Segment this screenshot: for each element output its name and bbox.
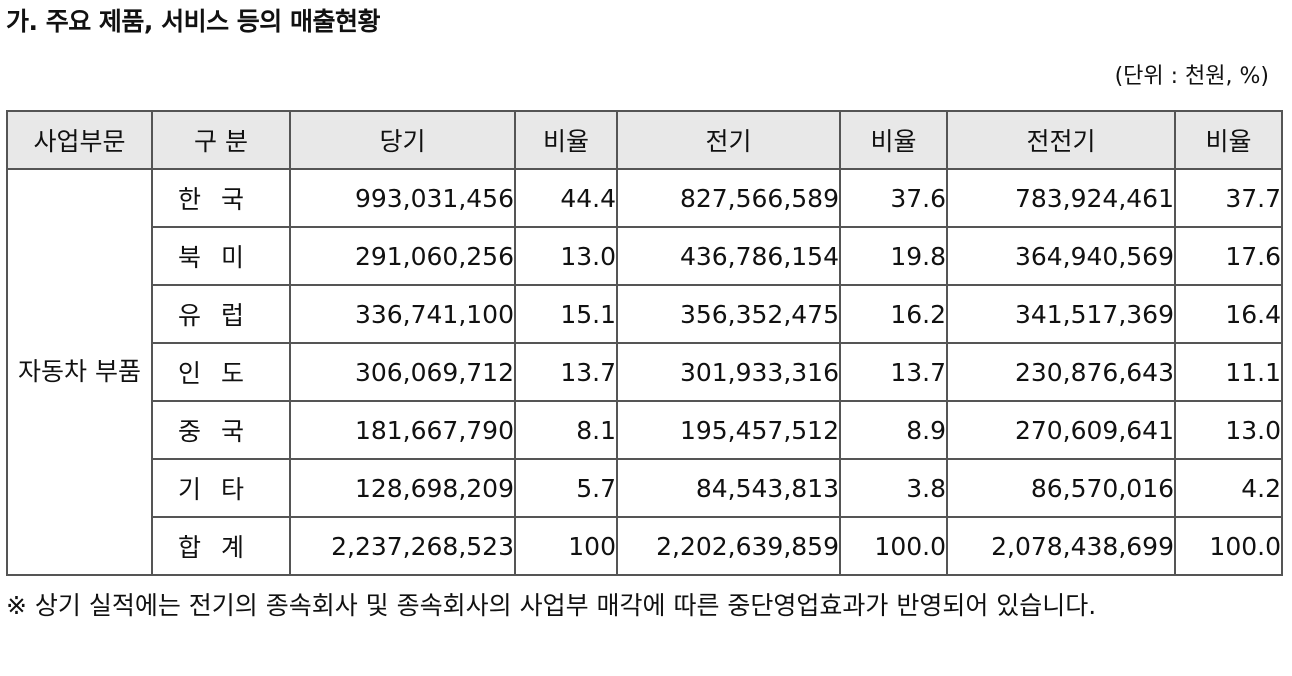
prior-cell: 84,543,813 bbox=[616, 458, 841, 518]
prior2-ratio-cell: 17.6 bbox=[1174, 226, 1283, 286]
prior-ratio-cell: 100.0 bbox=[839, 516, 948, 576]
current-cell: 128,698,209 bbox=[289, 458, 516, 518]
prior2-cell: 341,517,369 bbox=[946, 284, 1176, 344]
prior2-cell: 783,924,461 bbox=[946, 168, 1176, 228]
prior2-cell: 86,570,016 bbox=[946, 458, 1176, 518]
col-header-segment: 사업부문 bbox=[6, 110, 153, 170]
region-cell: 기타 bbox=[151, 458, 291, 518]
prior-ratio-cell: 37.6 bbox=[839, 168, 948, 228]
prior2-cell: 364,940,569 bbox=[946, 226, 1176, 286]
prior2-ratio-cell: 100.0 bbox=[1174, 516, 1283, 576]
prior-cell: 436,786,154 bbox=[616, 226, 841, 286]
region-cell: 북미 bbox=[151, 226, 291, 286]
current-cell: 306,069,712 bbox=[289, 342, 516, 402]
prior2-cell: 270,609,641 bbox=[946, 400, 1176, 460]
prior-cell: 827,566,589 bbox=[616, 168, 841, 228]
current-cell: 181,667,790 bbox=[289, 400, 516, 460]
unit-note: (단위 : 천원, %) bbox=[1114, 64, 1269, 89]
segment-cell: 자동차 부품 bbox=[6, 168, 153, 576]
section-heading: 가. 주요 제품, 서비스 등의 매출현황 bbox=[6, 7, 381, 36]
prior-ratio-cell: 13.7 bbox=[839, 342, 948, 402]
table-row: 자동차 부품 한국 993,031,456 44.4 827,566,589 37.6 78… bbox=[6, 168, 1283, 576]
col-header-current: 당기 bbox=[289, 110, 516, 170]
region-cell: 한국 bbox=[151, 168, 291, 228]
current-ratio-cell: 5.7 bbox=[514, 458, 618, 518]
region-cell: 유럽 bbox=[151, 284, 291, 344]
current-cell: 336,741,100 bbox=[289, 284, 516, 344]
header-row: 사업부문 구 분 당기 비율 전기 비율 전전기 비율 bbox=[6, 110, 1283, 170]
prior-cell: 356,352,475 bbox=[616, 284, 841, 344]
table-row: 유럽 336,741,100 15.1 356,352,475 16.2 341,517,… bbox=[7, 284, 1283, 344]
sales-table: 사업부문 구 분 당기 비율 전기 비율 전전기 비율 자동차 부품 한국 993,… bbox=[6, 110, 1283, 576]
prior2-ratio-cell: 37.7 bbox=[1174, 168, 1283, 228]
prior2-ratio-cell: 11.1 bbox=[1174, 342, 1283, 402]
col-header-prior2: 전전기 bbox=[946, 110, 1176, 170]
table-row: 중국 181,667,790 8.1 195,457,512 8.9 270,609,64… bbox=[7, 400, 1283, 460]
current-ratio-cell: 13.7 bbox=[514, 342, 618, 402]
prior2-cell: 230,876,643 bbox=[946, 342, 1176, 402]
prior2-cell: 2,078,438,699 bbox=[946, 516, 1176, 576]
current-ratio-cell: 100 bbox=[514, 516, 618, 576]
region-cell: 중국 bbox=[151, 400, 291, 460]
current-ratio-cell: 44.4 bbox=[514, 168, 618, 228]
prior2-ratio-cell: 13.0 bbox=[1174, 400, 1283, 460]
table-row: 합계 2,237,268,523 100 2,202,639,859 100.0 2,07… bbox=[7, 516, 1283, 576]
col-header-prior2-ratio: 비율 bbox=[1174, 110, 1283, 170]
prior-cell: 301,933,316 bbox=[616, 342, 841, 402]
col-header-prior-ratio: 비율 bbox=[839, 110, 948, 170]
table-row: 기타 128,698,209 5.7 84,543,813 3.8 86,570,016 4… bbox=[7, 458, 1283, 518]
prior-cell: 2,202,639,859 bbox=[616, 516, 841, 576]
table-row: 북미 291,060,256 13.0 436,786,154 19.8 364,940,… bbox=[7, 226, 1283, 286]
col-header-category: 구 분 bbox=[151, 110, 291, 170]
prior2-ratio-cell: 16.4 bbox=[1174, 284, 1283, 344]
current-ratio-cell: 15.1 bbox=[514, 284, 618, 344]
prior-cell: 195,457,512 bbox=[616, 400, 841, 460]
col-header-prior: 전기 bbox=[616, 110, 841, 170]
prior-ratio-cell: 3.8 bbox=[839, 458, 948, 518]
prior-ratio-cell: 19.8 bbox=[839, 226, 948, 286]
region-cell: 합계 bbox=[151, 516, 291, 576]
table-row: 인도 306,069,712 13.7 301,933,316 13.7 230,876,… bbox=[7, 342, 1283, 402]
footnote: ※ 상기 실적에는 전기의 종속회사 및 종속회사의 사업부 매각에 따른 중단… bbox=[6, 591, 1097, 620]
col-header-current-ratio: 비율 bbox=[514, 110, 618, 170]
current-cell: 291,060,256 bbox=[289, 226, 516, 286]
region-cell: 인도 bbox=[151, 342, 291, 402]
current-cell: 993,031,456 bbox=[289, 168, 516, 228]
prior-ratio-cell: 8.9 bbox=[839, 400, 948, 460]
prior-ratio-cell: 16.2 bbox=[839, 284, 948, 344]
prior2-ratio-cell: 4.2 bbox=[1174, 458, 1283, 518]
current-ratio-cell: 8.1 bbox=[514, 400, 618, 460]
current-ratio-cell: 13.0 bbox=[514, 226, 618, 286]
table-body: 자동차 부품 한국 993,031,456 44.4 827,566,589 37.6 78… bbox=[6, 168, 1283, 576]
current-cell: 2,237,268,523 bbox=[289, 516, 516, 576]
